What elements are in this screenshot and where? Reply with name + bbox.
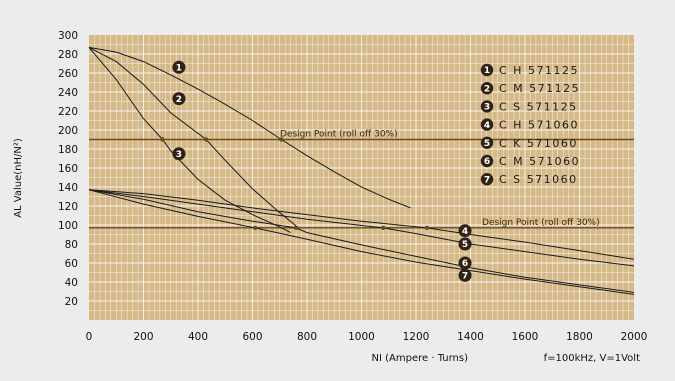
y-tick-label: 80	[65, 239, 78, 251]
curve-badge-number: 2	[176, 95, 182, 105]
x-tick-label: 200	[133, 331, 153, 343]
design-point-label: Design Point (roll off 30%)	[482, 218, 600, 228]
legend-badge-number: 5	[484, 139, 490, 149]
legend-label-2: C M 571125	[499, 82, 580, 95]
x-tick-label: 400	[188, 331, 208, 343]
x-tick-label: 600	[242, 331, 262, 343]
y-tick-label: 120	[58, 201, 78, 213]
x-axis-title: NI (Ampere · Turns)	[372, 353, 469, 364]
design-point-marker	[279, 137, 283, 141]
y-tick-label: 200	[58, 125, 78, 137]
curve-badge-number: 6	[462, 259, 468, 269]
y-tick-label: 240	[58, 87, 78, 99]
y-tick-label: 260	[58, 68, 78, 80]
curve-badge-number: 7	[462, 272, 468, 282]
design-point-marker	[381, 226, 385, 230]
design-point-marker	[294, 226, 298, 230]
curve-badge-number: 3	[176, 150, 182, 160]
x-tick-label: 1200	[403, 331, 430, 343]
legend-label-4: C H 571060	[499, 119, 579, 132]
design-point-marker	[425, 226, 429, 230]
x-tick-label: 2000	[621, 331, 648, 343]
x-tick-label: 800	[297, 331, 317, 343]
legend-badge-number: 2	[484, 84, 490, 94]
y-tick-label: 220	[58, 106, 78, 118]
x-tick-label: 1600	[512, 331, 539, 343]
y-tick-label: 140	[58, 182, 78, 194]
legend-badge-number: 1	[484, 66, 490, 76]
curve-badge-number: 1	[176, 64, 182, 74]
y-tick-label: 300	[58, 30, 78, 42]
legend-badge-number: 7	[484, 175, 490, 185]
curve-badge-number: 4	[462, 227, 468, 237]
legend-badge-number: 4	[484, 121, 490, 131]
y-axis-title: AL Value(nH/N²)	[13, 138, 24, 218]
design-point-label: Design Point (roll off 30%)	[280, 130, 398, 140]
legend-label-6: C M 571060	[499, 155, 580, 168]
y-tick-label: 40	[65, 277, 78, 289]
y-tick-label: 160	[58, 163, 78, 175]
legend-label-5: C K 571060	[499, 137, 578, 150]
y-tick-label: 60	[65, 258, 78, 270]
y-tick-label: 180	[58, 144, 78, 156]
y-tick-label: 100	[58, 220, 78, 232]
legend-label-7: C S 571060	[499, 173, 578, 186]
x-tick-label: 0	[86, 331, 93, 343]
design-point-marker	[253, 226, 257, 230]
legend-badge-number: 6	[484, 157, 490, 167]
y-tick-label: 20	[65, 296, 78, 308]
legend-label-3: C S 571125	[499, 100, 578, 113]
legend-label-1: C H 571125	[499, 64, 579, 77]
x-tick-label: 1400	[457, 331, 484, 343]
y-tick-label: 280	[58, 49, 78, 61]
legend-badge-number: 3	[484, 103, 490, 113]
test-condition-note: f=100kHz, V=1Volt	[544, 353, 640, 364]
design-point-marker	[160, 137, 164, 141]
design-point-marker	[204, 137, 208, 141]
x-tick-label: 1000	[348, 331, 375, 343]
curve-badge-number: 5	[462, 240, 468, 250]
x-tick-label: 1800	[566, 331, 593, 343]
